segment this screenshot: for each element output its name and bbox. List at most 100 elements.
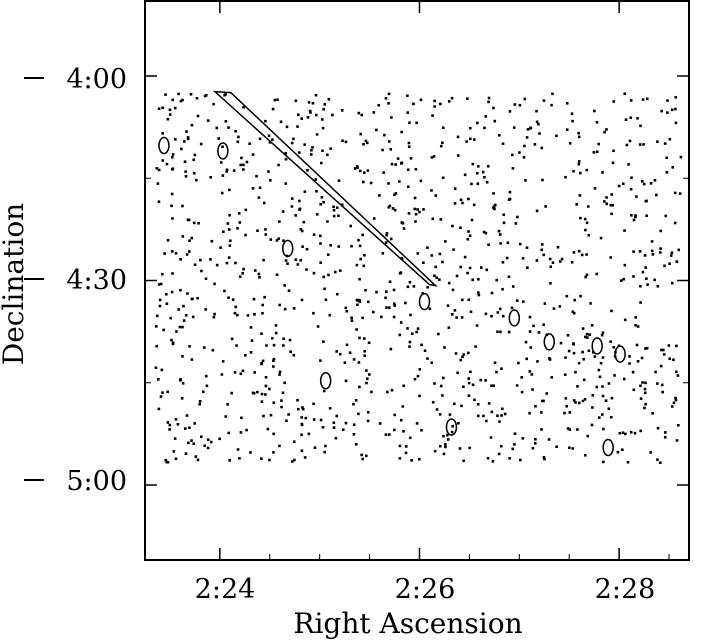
data-point (438, 278, 441, 281)
data-point (597, 416, 601, 419)
data-point (378, 422, 382, 425)
data-point (656, 382, 659, 385)
data-point (644, 381, 647, 385)
data-point (290, 197, 294, 200)
data-point (533, 143, 537, 146)
data-point (542, 456, 546, 459)
data-point (496, 414, 499, 418)
data-point (319, 234, 322, 238)
data-point (406, 285, 410, 289)
data-point (320, 118, 324, 121)
data-point (437, 332, 440, 336)
data-point (675, 370, 678, 374)
data-point (587, 349, 591, 353)
data-point (227, 296, 230, 299)
data-point (456, 135, 460, 139)
data-point (643, 254, 647, 257)
data-point (526, 266, 529, 269)
data-point (439, 144, 443, 148)
data-point (535, 120, 539, 124)
data-point (577, 361, 581, 365)
data-point (635, 195, 638, 198)
data-point (611, 203, 615, 207)
data-point (581, 399, 585, 403)
data-point (280, 405, 283, 409)
data-point (379, 315, 383, 319)
data-point (636, 117, 639, 120)
data-point (558, 305, 562, 308)
data-point (242, 163, 245, 167)
data-point (477, 293, 481, 297)
data-point (324, 444, 327, 448)
data-point (275, 273, 279, 277)
data-point (568, 446, 571, 450)
data-point (333, 270, 337, 274)
data-point (311, 146, 314, 149)
data-point (261, 311, 264, 315)
data-point (592, 151, 596, 154)
data-point (670, 251, 674, 255)
data-point (632, 388, 636, 392)
data-point (623, 92, 627, 96)
data-point (665, 171, 669, 174)
data-point (551, 92, 554, 96)
data-point (549, 281, 552, 285)
data-point (324, 298, 328, 302)
data-point (335, 292, 339, 296)
data-point (350, 316, 353, 320)
data-point (180, 147, 183, 151)
data-point (407, 141, 411, 145)
data-point (498, 233, 502, 236)
data-point (199, 142, 203, 146)
data-point (634, 215, 637, 219)
data-point (632, 275, 635, 278)
data-point (367, 341, 371, 345)
data-point (439, 384, 443, 388)
data-point (213, 282, 216, 286)
data-point (669, 254, 673, 257)
data-point (340, 109, 344, 112)
data-point (501, 287, 504, 291)
data-point (644, 199, 648, 203)
data-point (649, 182, 653, 185)
data-point (385, 306, 388, 309)
data-point (528, 411, 531, 415)
data-point (185, 253, 189, 256)
data-point (426, 357, 429, 360)
data-point (646, 283, 649, 286)
data-point (577, 249, 581, 253)
data-point (171, 217, 174, 220)
data-point (433, 449, 437, 453)
data-point (430, 254, 434, 257)
data-point (282, 239, 285, 242)
data-point (467, 381, 471, 385)
data-point (426, 246, 429, 249)
data-point (236, 313, 239, 317)
data-point (589, 302, 592, 305)
data-point (277, 237, 280, 240)
data-point (296, 263, 300, 266)
data-point (644, 347, 647, 350)
data-point (191, 297, 194, 301)
data-point (433, 382, 436, 385)
data-point (226, 222, 230, 225)
data-point (184, 175, 188, 178)
extended-source (217, 142, 229, 160)
data-point (490, 384, 493, 388)
data-point (251, 153, 255, 156)
data-point (552, 307, 556, 310)
data-point (192, 442, 196, 445)
data-point (410, 332, 414, 335)
data-point (407, 185, 410, 189)
data-point (521, 437, 525, 440)
data-point (272, 401, 276, 405)
data-point (388, 280, 392, 284)
data-point (174, 417, 178, 421)
data-point (393, 413, 397, 417)
data-point (236, 226, 239, 230)
data-point (179, 257, 182, 261)
data-point (294, 99, 298, 103)
data-point (409, 436, 412, 440)
data-point (469, 126, 472, 130)
data-point (590, 324, 594, 327)
